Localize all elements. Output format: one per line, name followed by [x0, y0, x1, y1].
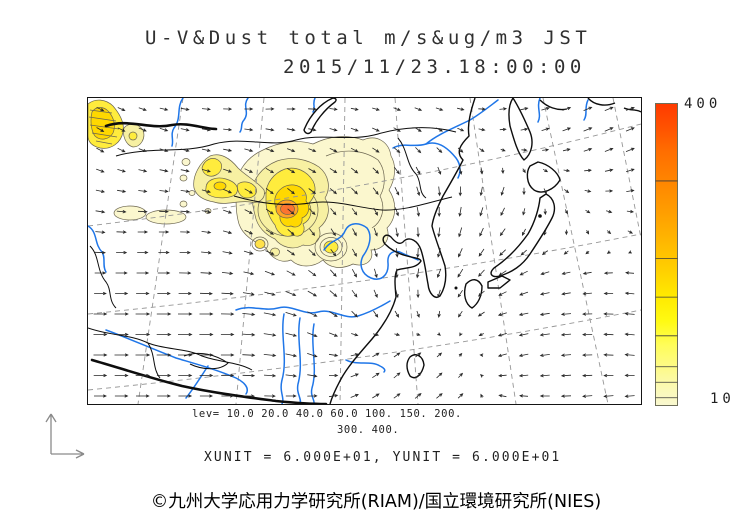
copyright-text: ©九州大学応用力学研究所(RIAM)/国立環境研究所(NIES) — [150, 492, 602, 512]
coastlines-layer — [303, 98, 641, 404]
colorbar-min-label: 10 — [710, 391, 735, 407]
wind-vectors-layer — [93, 106, 635, 399]
xy-axis-arrows-icon — [45, 413, 85, 459]
contour-levels-line1: lev= 10.0 20.0 40.0 60.0 100. 150. 200. — [192, 408, 462, 420]
contour-levels-line2: 300. 400. — [337, 424, 400, 436]
colorbar — [655, 103, 678, 406]
vector-unit-text: XUNIT = 6.000E+01, YUNIT = 6.000E+01 — [204, 450, 562, 465]
dust-contours-layer — [88, 99, 396, 268]
axis-arrows — [45, 413, 85, 459]
borders-layer — [88, 127, 457, 379]
colorbar-gradient — [655, 103, 678, 406]
chart-title: U-V&Dust total m/s&ug/m3 JST — [145, 27, 592, 49]
east-asia-map — [88, 98, 641, 404]
map-frame — [87, 97, 642, 405]
chart-datetime: 2015/11/23.18:00:00 — [283, 56, 586, 78]
colorbar-max-label: 400 — [684, 96, 722, 112]
ridges-layer — [90, 121, 328, 404]
